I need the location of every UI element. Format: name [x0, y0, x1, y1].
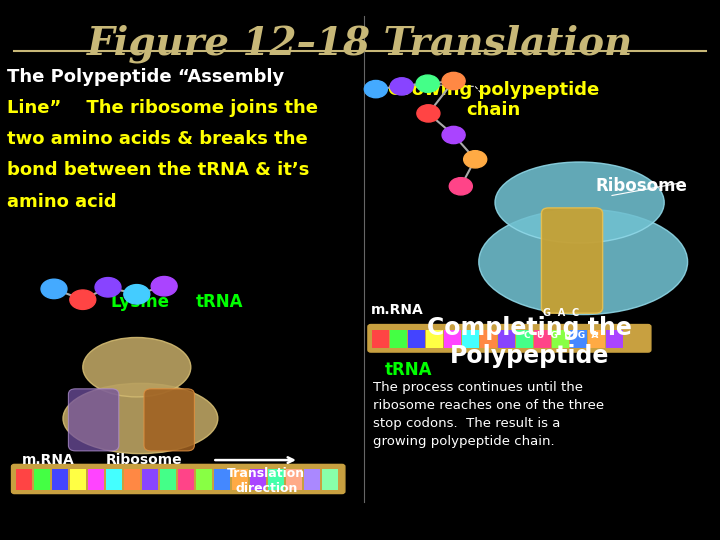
- Circle shape: [70, 290, 96, 309]
- FancyBboxPatch shape: [144, 389, 194, 451]
- Bar: [498, 330, 515, 348]
- Text: G  A  C: G A C: [544, 308, 580, 318]
- Circle shape: [390, 78, 413, 95]
- Ellipse shape: [479, 209, 688, 314]
- Text: Figure 12–18 Translation: Figure 12–18 Translation: [87, 24, 633, 63]
- Text: Translation
direction: Translation direction: [228, 467, 305, 495]
- Ellipse shape: [83, 338, 191, 397]
- Text: tRNA: tRNA: [196, 293, 243, 312]
- Bar: [124, 469, 140, 490]
- Circle shape: [442, 126, 465, 144]
- Circle shape: [449, 178, 472, 195]
- Bar: [516, 330, 533, 348]
- Bar: [16, 469, 32, 490]
- Bar: [286, 469, 302, 490]
- Text: Completing the
Polypeptide: Completing the Polypeptide: [427, 316, 631, 368]
- Bar: [534, 330, 551, 348]
- Circle shape: [95, 278, 121, 297]
- Circle shape: [151, 276, 177, 296]
- Bar: [178, 469, 194, 490]
- Bar: [88, 469, 104, 490]
- Bar: [52, 469, 68, 490]
- Bar: [250, 469, 266, 490]
- Bar: [606, 330, 623, 348]
- Bar: [160, 469, 176, 490]
- Bar: [390, 330, 407, 348]
- Text: m.RNA: m.RNA: [22, 453, 74, 467]
- Bar: [196, 469, 212, 490]
- Bar: [426, 330, 443, 348]
- Text: tRNA: tRNA: [385, 361, 433, 379]
- FancyBboxPatch shape: [12, 464, 345, 494]
- Text: Ribosome: Ribosome: [106, 453, 182, 467]
- Text: m.RNA: m.RNA: [371, 303, 423, 318]
- Text: The Polypeptide “Assembly: The Polypeptide “Assembly: [7, 68, 284, 85]
- Bar: [142, 469, 158, 490]
- Text: Lysine: Lysine: [111, 293, 170, 312]
- Circle shape: [416, 75, 439, 92]
- Text: bond between the tRNA & it’s: bond between the tRNA & it’s: [7, 161, 310, 179]
- Ellipse shape: [495, 162, 665, 243]
- Circle shape: [464, 151, 487, 168]
- Bar: [232, 469, 248, 490]
- Bar: [372, 330, 389, 348]
- FancyBboxPatch shape: [368, 325, 651, 352]
- Bar: [304, 469, 320, 490]
- Bar: [268, 469, 284, 490]
- Bar: [34, 469, 50, 490]
- Circle shape: [124, 285, 150, 304]
- Text: amino acid: amino acid: [7, 193, 117, 211]
- Circle shape: [417, 105, 440, 122]
- Bar: [570, 330, 587, 348]
- Bar: [480, 330, 497, 348]
- Bar: [106, 469, 122, 490]
- Text: C  U  G  U  G  A: C U G U G A: [524, 332, 599, 340]
- Ellipse shape: [63, 383, 218, 454]
- Bar: [70, 469, 86, 490]
- FancyBboxPatch shape: [541, 208, 603, 313]
- Circle shape: [41, 279, 67, 299]
- Bar: [444, 330, 461, 348]
- Bar: [552, 330, 569, 348]
- Text: Growing polypeptide
chain: Growing polypeptide chain: [387, 80, 599, 119]
- Bar: [408, 330, 425, 348]
- Text: two amino acids & breaks the: two amino acids & breaks the: [7, 130, 308, 148]
- Circle shape: [364, 80, 387, 98]
- Bar: [322, 469, 338, 490]
- Text: Line”    The ribosome joins the: Line” The ribosome joins the: [7, 99, 318, 117]
- Bar: [588, 330, 605, 348]
- Circle shape: [442, 72, 465, 90]
- FancyBboxPatch shape: [68, 389, 119, 451]
- Text: Ribosome: Ribosome: [595, 177, 688, 195]
- Text: The process continues until the
ribosome reaches one of the three
stop codons.  : The process continues until the ribosome…: [373, 381, 604, 448]
- Bar: [462, 330, 479, 348]
- Bar: [214, 469, 230, 490]
